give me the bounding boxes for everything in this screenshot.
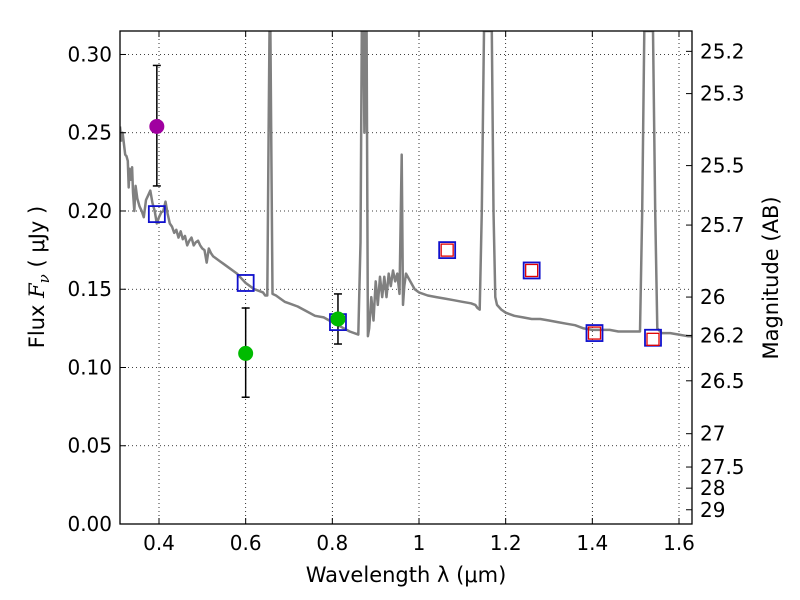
observed-square-marker <box>646 332 660 346</box>
y-tick-label: 0.00 <box>67 512 112 536</box>
observed-circle-marker <box>149 118 165 134</box>
y-axis-title: Flux Fν ( μJy ) <box>25 206 53 348</box>
y2-tick-label: 25.3 <box>700 82 745 106</box>
observed-square-marker <box>587 326 602 340</box>
observed-square-marker <box>440 243 454 257</box>
y2-tick-label: 26.5 <box>700 369 745 393</box>
y-tick-label: 0.10 <box>67 355 112 379</box>
x-tick-label: 0.8 <box>316 531 348 555</box>
y2-tick-label: 27 <box>700 422 725 446</box>
y2-tick-label: 25.5 <box>700 154 745 178</box>
axes-frame <box>119 30 693 525</box>
x-tick-label: 1 <box>413 531 426 555</box>
observed-square-marker <box>525 263 539 278</box>
y-tick-label: 0.30 <box>67 42 112 66</box>
observed-circle-marker <box>238 345 254 361</box>
y-tick-label: 0.05 <box>67 434 112 458</box>
model-marker <box>522 261 541 280</box>
observed-circle-marker <box>330 311 346 327</box>
plot-clipped <box>120 31 692 398</box>
y2-tick-label: 26.2 <box>700 323 745 347</box>
x-tick-label: 1.4 <box>576 531 608 555</box>
y-tick-label: 0.15 <box>67 277 112 301</box>
y2-tick-label: 25.7 <box>700 213 745 237</box>
plot-area <box>120 31 692 398</box>
x-tick-label: 0.4 <box>143 531 175 555</box>
y2-tick-label: 27.5 <box>700 455 745 479</box>
model-marker <box>236 274 255 292</box>
model-marker <box>438 241 457 260</box>
x-tick-label: 0.6 <box>230 531 262 555</box>
model-marker <box>585 324 604 342</box>
y2-tick-label: 28 <box>700 476 725 500</box>
axes: 0.4 0.6 0.8 1 1.2 1.4 1.6 0.00 0.05 0.10 0.15 0.20 0… <box>67 30 745 555</box>
model-marker <box>147 205 166 224</box>
y2-tick-label: 29 <box>700 498 725 522</box>
x-tick-label: 1.2 <box>490 531 522 555</box>
y2-tick-label: 25.2 <box>700 39 745 63</box>
y2-tick-label: 26 <box>700 285 725 309</box>
x-tick-label: 1.6 <box>663 531 695 555</box>
y-tick-label: 0.20 <box>67 199 112 223</box>
y2-axis-title: Magnitude (AB) <box>759 196 783 359</box>
spectrum-line <box>120 31 692 338</box>
x-axis-title: Wavelength λ (μm) <box>306 563 507 587</box>
y-tick-label: 0.25 <box>67 121 112 145</box>
